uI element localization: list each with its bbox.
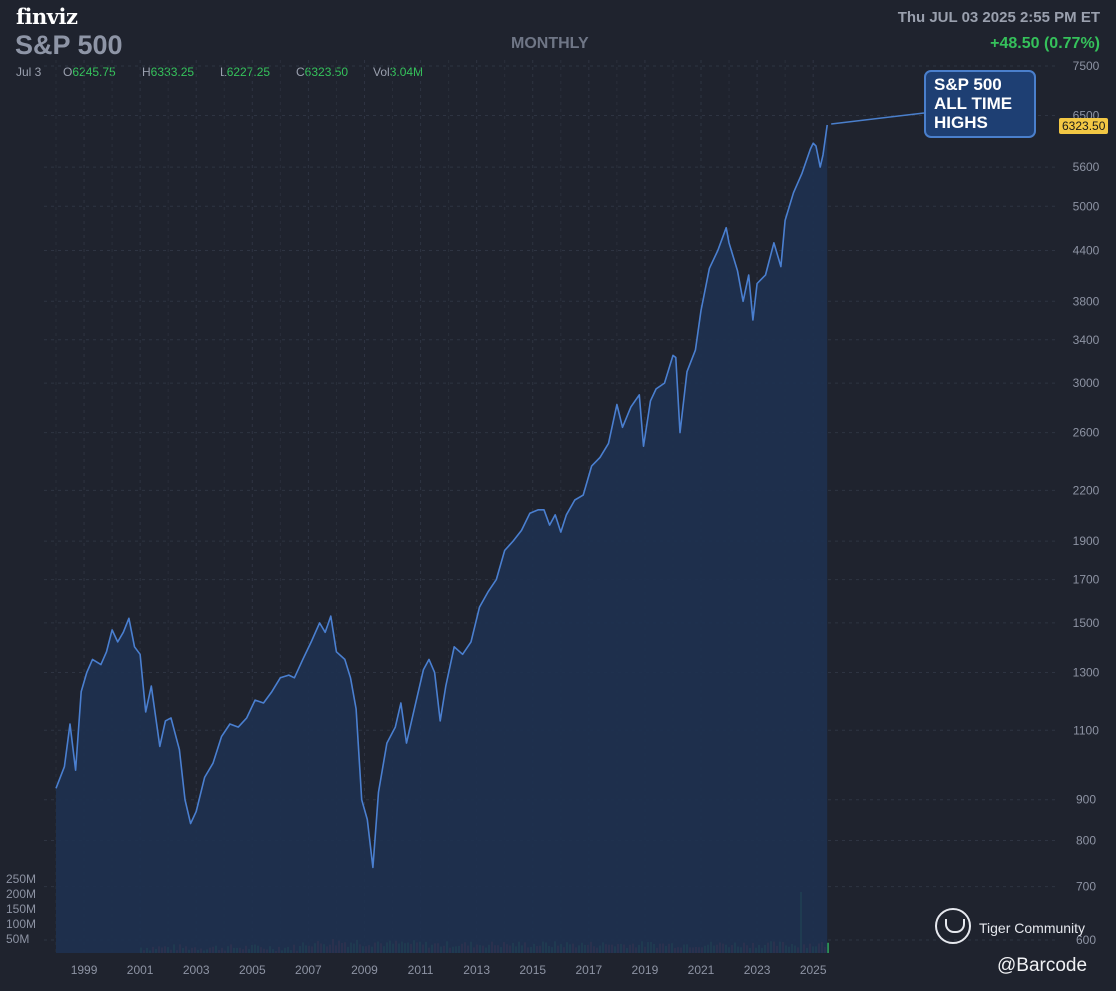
volume-bar (827, 942, 829, 953)
credit-handle: @Barcode (997, 955, 1088, 976)
open-label: O (63, 65, 73, 79)
x-tick-label: 2019 (632, 963, 659, 977)
callout-line-3: HIGHS (934, 113, 988, 132)
x-tick-label: 2009 (351, 963, 378, 977)
high-label: H (142, 65, 151, 79)
ohlc-high: H6333.25 (142, 65, 194, 79)
x-tick-label: 2001 (127, 963, 154, 977)
y-tick-label: 2600 (1073, 426, 1100, 440)
y-tick-label: 5600 (1073, 160, 1100, 174)
y-tick-label: 1300 (1073, 665, 1100, 679)
y-tick-label: 3800 (1073, 294, 1100, 308)
ohlc-volume: Vol3.04M (373, 65, 423, 79)
x-tick-label: 2023 (744, 963, 771, 977)
x-axis: 1999 2001 2003 2005 2007 2009 2011 2013 2015 2017… (71, 963, 827, 977)
y-tick-label: 1900 (1073, 534, 1100, 548)
close-value: 6323.50 (304, 65, 349, 79)
volume-tick-label: 250M (6, 872, 36, 886)
y-axis: 7500650056005000440038003400300026002200… (1073, 59, 1100, 947)
volume-tick-label: 200M (6, 887, 36, 901)
x-tick-label: 2013 (463, 963, 490, 977)
y-tick-label: 3400 (1073, 333, 1100, 347)
vol-label: Vol (373, 65, 390, 79)
vol-value: 3.04M (389, 65, 424, 79)
low-value: 6227.25 (226, 65, 271, 79)
x-tick-label: 2003 (183, 963, 210, 977)
y-tick-label: 3000 (1073, 376, 1100, 390)
y-tick-label: 7500 (1073, 59, 1100, 73)
y-tick-label: 5000 (1073, 199, 1100, 213)
price-area (56, 125, 828, 953)
ohlc-close: C6323.50 (296, 65, 348, 79)
last-price-tag: 6323.50 (1059, 118, 1109, 134)
ohlc-low: L6227.25 (220, 65, 270, 79)
y-tick-label: 1500 (1073, 616, 1100, 630)
y-tick-label: 600 (1076, 933, 1096, 947)
volume-tick-label: 150M (6, 902, 36, 916)
volume-tick-label: 100M (6, 917, 36, 931)
x-tick-label: 2011 (408, 963, 434, 977)
low-label: L (220, 65, 227, 79)
open-value: 6245.75 (72, 65, 116, 79)
y-tick-label: 2200 (1073, 483, 1100, 497)
x-tick-label: 2015 (519, 963, 546, 977)
y-tick-label: 4400 (1073, 244, 1100, 258)
high-value: 6333.25 (150, 65, 195, 79)
price-line[interactable] (55, 124, 828, 869)
x-tick-label: 1999 (71, 963, 98, 977)
finviz-logo[interactable]: finviz (16, 4, 78, 29)
callout-line-2: ALL TIME (934, 94, 1013, 113)
x-tick-label: 2017 (575, 963, 602, 977)
ohlc-date: Jul 3 (16, 65, 42, 79)
watermark-text: Tiger Community (979, 920, 1086, 936)
y-tick-label: 700 (1076, 880, 1096, 894)
y-tick-label: 1700 (1073, 573, 1100, 587)
x-tick-label: 2005 (239, 963, 266, 977)
x-tick-label: 2007 (295, 963, 322, 977)
y-tick-label: 800 (1076, 833, 1096, 847)
y-tick-label: 900 (1076, 793, 1096, 807)
price-change: +48.50 (0.77%) (990, 35, 1100, 52)
period-label[interactable]: MONTHLY (511, 35, 589, 52)
callout-line-1: S&P 500 (934, 75, 1002, 94)
ticker-title: S&P 500 (15, 30, 123, 60)
tiger-logo-icon (935, 908, 971, 944)
ohlc-open: O6245.75 (63, 65, 116, 79)
x-tick-label: 2025 (800, 963, 827, 977)
x-tick-label: 2021 (688, 963, 715, 977)
volume-tick-label: 50M (6, 932, 29, 946)
callout-pointer (831, 112, 925, 125)
y-tick-label: 1100 (1073, 723, 1099, 737)
datetime-label: Thu JUL 03 2025 2:55 PM ET (897, 9, 1100, 26)
ath-callout: S&P 500 ALL TIME HIGHS (924, 70, 1036, 138)
close-label: C (296, 65, 305, 79)
